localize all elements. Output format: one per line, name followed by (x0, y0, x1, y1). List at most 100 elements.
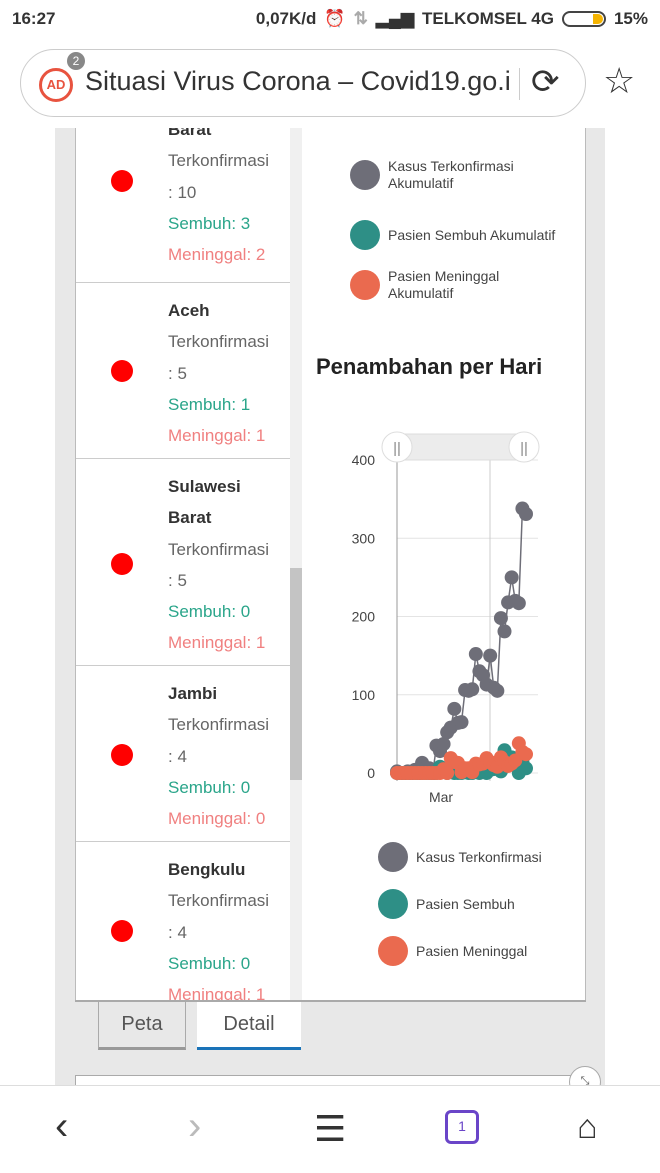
legend-item-confirmed[interactable]: Kasus Terkonfirmasi (378, 842, 542, 872)
list-item[interactable]: Aceh Terkonfirmasi : 5 Sembuh: 1 Meningg… (76, 283, 291, 459)
data-point (519, 761, 533, 776)
province-name: Jambi (168, 684, 218, 703)
legend-dot (350, 270, 380, 300)
y-tick-label: 300 (352, 530, 376, 546)
list-item[interactable]: Barat Terkonfirmasi : 10 Sembuh: 3 Menin… (76, 128, 291, 283)
legend-item-recovered[interactable]: Pasien Sembuh (378, 889, 515, 919)
list-item[interactable]: Sulawesi Barat Terkonfirmasi : 5 Sembuh:… (76, 459, 291, 666)
data-point (519, 506, 533, 521)
handle-grip-icon: || (520, 440, 528, 457)
province-name-line2: Barat (168, 508, 212, 528)
deaths-count: Meninggal: 2 (168, 245, 266, 265)
recovered-count: Sembuh: 3 (168, 213, 251, 233)
legend-label: Kasus Terkonfirmasi Akumulatif (388, 158, 514, 191)
province-list[interactable]: Barat Terkonfirmasi : 10 Sembuh: 3 Menin… (75, 128, 291, 1001)
confirmed-value: : 4 (168, 746, 187, 766)
legend-dot (350, 220, 380, 250)
legend-dot (378, 889, 408, 919)
range-slider-track (396, 433, 525, 461)
recovered-count: Sembuh: 0 (168, 602, 251, 622)
status-bar: 16:27 0,07K/d ⏰ ⇅ ▂▄▆ TELKOMSEL 4G 15% (0, 0, 660, 36)
deaths-count: Meninggal: 0 (168, 809, 266, 829)
tab-peta[interactable]: Peta (98, 1002, 186, 1050)
red-dot-marker (111, 920, 133, 942)
legend-item-deaths-cumulative[interactable]: Pasien Meninggal Akumulatif (350, 268, 528, 302)
chart-panel: Kasus Terkonfirmasi Akumulatif Pasien Se… (302, 128, 586, 1001)
carrier: TELKOMSEL 4G (422, 9, 554, 28)
legend-label: Pasien Sembuh Akumulatif (388, 226, 556, 243)
bookmark-star-icon[interactable]: ☆ (603, 60, 636, 101)
data-point (468, 647, 483, 662)
province-name: Sulawesi (168, 477, 241, 496)
ad-block-icon[interactable]: AD (39, 68, 73, 102)
legend-item-deaths[interactable]: Pasien Meninggal (378, 936, 527, 966)
recovered-count: Sembuh: 0 (168, 953, 251, 973)
handle-grip-icon: || (393, 440, 401, 457)
incognito-tabs-icon[interactable]: 1 (445, 1110, 479, 1144)
back-icon[interactable]: ‹ (55, 1104, 69, 1148)
data-point (504, 570, 519, 585)
alarm-icon: ⏰ (324, 9, 346, 28)
legend-label: Pasien Meninggal Akumulatif (388, 268, 500, 301)
forward-icon[interactable]: › (188, 1104, 202, 1148)
daily-chart: 0 100 200 300 400 Mar || || (352, 431, 540, 805)
data-point (511, 596, 526, 611)
battery-icon (561, 11, 606, 27)
red-dot-marker (111, 744, 133, 766)
address-bar[interactable]: AD 2 Situasi Virus Corona – Covid19.go.i… (20, 49, 586, 117)
deaths-count: Meninggal: 1 (168, 985, 266, 1001)
battery-percent: 15% (613, 9, 648, 28)
confirmed-label: Terkonfirmasi (168, 715, 270, 735)
list-item[interactable]: Bengkulu Terkonfirmasi : 4 Sembuh: 0 Men… (76, 842, 291, 1001)
data-point (490, 683, 505, 698)
list-scrollbar[interactable] (290, 128, 302, 1001)
reload-icon[interactable]: ⟳ (531, 63, 560, 101)
divider (519, 68, 520, 100)
province-name: Bengkulu (168, 860, 246, 879)
recovered-count: Sembuh: 0 (168, 777, 251, 797)
tab-detail[interactable]: Detail (197, 1002, 301, 1050)
red-dot-marker (111, 360, 133, 382)
data-point (497, 624, 512, 639)
y-tick-label: 200 (352, 609, 376, 625)
menu-icon[interactable]: ☰ (314, 1108, 347, 1149)
confirmed-label: Terkonfirmasi (168, 151, 270, 171)
data-point (454, 715, 469, 730)
y-tick-label: 0 (367, 765, 375, 781)
panel-bottom-border (75, 1000, 586, 1002)
series-line-0 (396, 506, 527, 775)
confirmed-label: Terkonfirmasi (168, 539, 270, 559)
legend-item-confirmed-cumulative[interactable]: Kasus Terkonfirmasi Akumulatif (350, 158, 548, 192)
legend-dot (378, 936, 408, 966)
page-title[interactable]: Situasi Virus Corona – Covid19.go.id (85, 66, 510, 96)
data-point (436, 737, 451, 752)
legend-label: Pasien Sembuh (416, 895, 515, 912)
legend-label: Pasien Meninggal (416, 942, 528, 959)
signal-icon: ▂▄▆ (375, 9, 415, 28)
confirmed-label: Terkonfirmasi (168, 332, 270, 352)
confirmed-value: : 4 (168, 922, 187, 942)
legend-label: Kasus Terkonfirmasi (416, 848, 542, 865)
home-icon[interactable]: ⌂ (577, 1108, 598, 1146)
scrollbar-thumb[interactable] (290, 568, 302, 780)
confirmed-label: Terkonfirmasi (168, 891, 270, 911)
legend-item-recovered-cumulative[interactable]: Pasien Sembuh Akumulatif (350, 220, 555, 250)
data-transfer-icon: ⇅ (353, 9, 368, 28)
x-tick-label: Mar (429, 789, 453, 805)
recovered-count: Sembuh: 1 (168, 394, 251, 414)
browser-bottom-nav: ‹ › ☰ 1 ⌂ (0, 1085, 660, 1173)
y-tick-label: 400 (352, 452, 376, 468)
red-dot-marker (111, 170, 133, 192)
data-point (483, 648, 498, 663)
range-handle-left (381, 431, 413, 463)
list-item[interactable]: Jambi Terkonfirmasi : 4 Sembuh: 0 Mening… (76, 666, 291, 842)
y-tick-label: 100 (352, 687, 376, 703)
ad-block-count: 2 (67, 52, 85, 70)
confirmed-value: : 10 (168, 182, 197, 202)
red-dot-marker (111, 553, 133, 575)
confirmed-value: : 5 (168, 363, 187, 383)
data-point (447, 701, 462, 716)
data-point (519, 747, 533, 762)
province-name: Aceh (168, 301, 210, 320)
range-handle-right (508, 431, 540, 463)
